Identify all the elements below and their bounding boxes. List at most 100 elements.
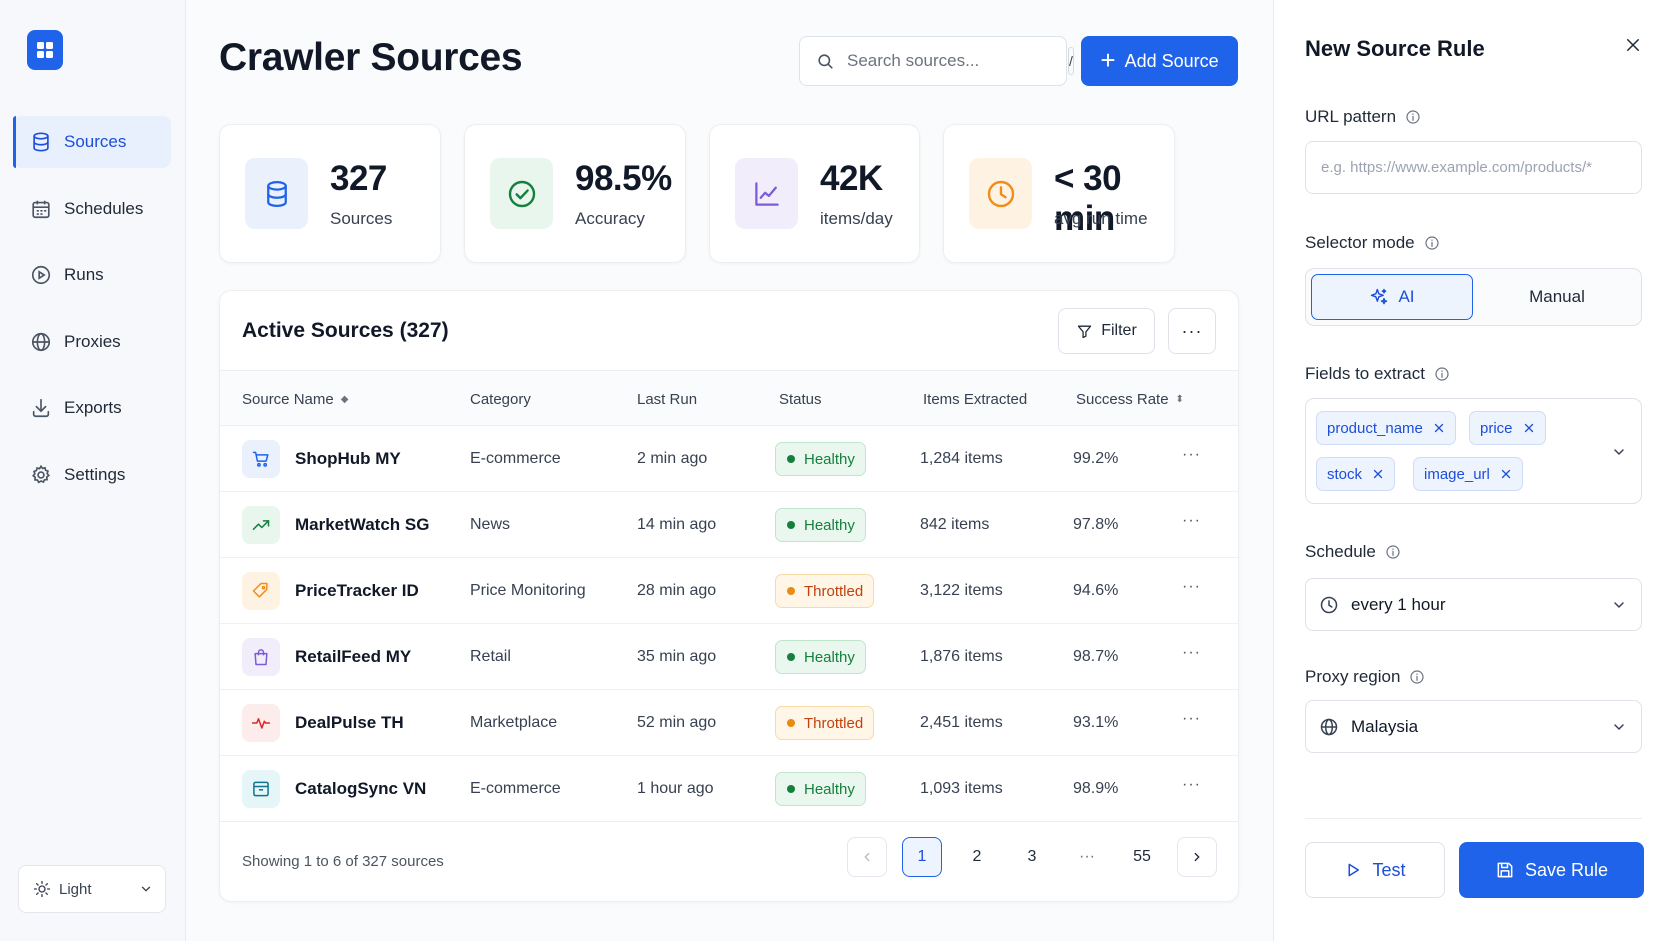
proxy-region-select[interactable]: Malaysia	[1305, 700, 1642, 753]
source-name[interactable]: MarketWatch SG	[295, 515, 430, 534]
test-button[interactable]: Test	[1305, 842, 1445, 898]
info-icon[interactable]	[1424, 235, 1440, 251]
info-icon[interactable]	[1409, 669, 1425, 685]
page-button-2[interactable]: 2	[972, 848, 982, 865]
status-badge: Throttled	[775, 706, 875, 740]
fields-to-extract-label: Fields to extract	[1305, 364, 1450, 384]
proxy-region-label: Proxy region	[1305, 667, 1425, 687]
sidebar-item-label: Runs	[64, 265, 104, 285]
source-last-run: 2 min ago	[637, 450, 708, 467]
source-name[interactable]: RetailFeed MY	[295, 647, 412, 666]
prev-page-button[interactable]	[847, 837, 887, 877]
table-row[interactable]: MarketWatch SG News 14 min ago Healthy 8…	[220, 492, 1238, 558]
close-icon	[1627, 39, 1639, 51]
table-row[interactable]: PriceTracker ID Price Monitoring 28 min …	[220, 558, 1238, 624]
sidebar-item-proxies[interactable]: Proxies	[13, 316, 171, 368]
source-name[interactable]: ShopHub MY	[295, 449, 401, 468]
search-box[interactable]: /	[799, 36, 1074, 86]
table-row[interactable]: ShopHub MY E-commerce 2 min ago Healthy …	[220, 426, 1238, 492]
stat-value: 327	[330, 159, 387, 198]
shopping-bag-icon	[242, 638, 280, 676]
source-name[interactable]: CatalogSync VN	[295, 779, 427, 798]
calendar-icon	[29, 197, 53, 221]
source-category: Retail	[470, 648, 511, 665]
row-menu-button[interactable]: ···	[1182, 644, 1201, 661]
source-category: E-commerce	[470, 450, 561, 467]
info-icon[interactable]	[1385, 544, 1401, 560]
row-menu-button[interactable]: ···	[1182, 578, 1201, 595]
sidebar-item-runs[interactable]: Runs	[13, 249, 171, 301]
chevron-down-icon	[139, 882, 153, 896]
status-dot	[787, 521, 795, 529]
info-icon[interactable]	[1405, 109, 1421, 125]
sidebar-item-label: Proxies	[64, 331, 121, 351]
archive-icon	[242, 770, 280, 808]
panel-title: New Source Rule	[1305, 36, 1485, 61]
remove-tag-icon[interactable]	[1523, 422, 1535, 434]
row-menu-button[interactable]: ···	[1182, 446, 1201, 463]
info-icon[interactable]	[1434, 366, 1450, 382]
test-label: Test	[1372, 859, 1406, 880]
source-name[interactable]: DealPulse TH	[295, 713, 404, 732]
more-options-button[interactable]: ···	[1168, 308, 1216, 354]
filter-button[interactable]: Filter	[1058, 308, 1155, 354]
source-last-run: 28 min ago	[637, 582, 717, 599]
tag-label: price	[1480, 419, 1513, 437]
source-name[interactable]: PriceTracker ID	[295, 581, 419, 600]
remove-tag-icon[interactable]	[1433, 422, 1445, 434]
column-header-last-run: Last Run	[637, 391, 698, 408]
option-label: Manual	[1529, 287, 1585, 306]
column-header-items-extracted: Items Extracted	[923, 391, 1028, 408]
sidebar-item-sources[interactable]: Sources	[13, 116, 171, 168]
status-badge: Healthy	[775, 508, 866, 542]
selector-mode-ai[interactable]: AI	[1311, 274, 1473, 320]
close-panel-button[interactable]	[1624, 36, 1646, 58]
fields-multiselect[interactable]: product_name price stock image_url	[1305, 398, 1642, 504]
search-input[interactable]	[847, 51, 1068, 71]
items-extracted: 3,122 items	[920, 582, 1003, 599]
row-menu-button[interactable]: ···	[1182, 512, 1201, 529]
database-icon	[29, 130, 53, 154]
row-menu-button[interactable]: ···	[1182, 776, 1201, 793]
source-last-run: 35 min ago	[637, 648, 717, 665]
success-rate: 99.2%	[1073, 450, 1119, 467]
items-extracted: 1,093 items	[920, 780, 1003, 797]
selector-mode-manual[interactable]: Manual	[1476, 274, 1638, 320]
play-icon	[1344, 861, 1362, 879]
table-row[interactable]: CatalogSync VN E-commerce 1 hour ago Hea…	[220, 756, 1238, 822]
table-row[interactable]: DealPulse TH Marketplace 52 min ago Thro…	[220, 690, 1238, 756]
trend-up-icon	[242, 506, 280, 544]
column-header-success-rate[interactable]: Success Rate ⬍	[1076, 391, 1184, 408]
page-ellipsis: ···	[1079, 848, 1095, 865]
field-tag: price	[1469, 411, 1546, 445]
sidebar-item-schedules[interactable]: Schedules	[13, 183, 171, 235]
stat-label: Sources	[330, 209, 393, 228]
remove-tag-icon[interactable]	[1500, 468, 1512, 480]
play-circle-icon	[29, 263, 53, 287]
sidebar-item-settings[interactable]: Settings	[13, 449, 171, 501]
field-label: URL pattern	[1305, 107, 1397, 126]
column-header-source-name[interactable]: Source Name ◆	[242, 391, 348, 408]
plus-icon: +	[1100, 44, 1116, 75]
app-logo[interactable]	[27, 30, 63, 70]
stat-card-items-per-day: 42K items/day	[709, 124, 920, 263]
filter-label: Filter	[1101, 322, 1137, 339]
theme-select[interactable]: Light	[18, 865, 166, 913]
success-rate: 94.6%	[1073, 582, 1119, 599]
globe-icon	[1319, 717, 1339, 737]
next-page-button[interactable]	[1177, 837, 1217, 877]
table-row[interactable]: RetailFeed MY Retail 35 min ago Healthy …	[220, 624, 1238, 690]
row-menu-button[interactable]: ···	[1182, 710, 1201, 727]
schedule-select[interactable]: every 1 hour	[1305, 578, 1642, 631]
filter-icon	[1076, 323, 1093, 340]
remove-tag-icon[interactable]	[1372, 468, 1384, 480]
save-rule-button[interactable]: Save Rule	[1459, 842, 1644, 898]
stat-label: avg run time	[1054, 209, 1148, 228]
page-button-3[interactable]: 3	[1027, 848, 1037, 865]
chevron-down-icon	[1611, 597, 1627, 613]
url-pattern-input[interactable]	[1305, 141, 1642, 194]
sidebar-item-exports[interactable]: Exports	[13, 382, 171, 434]
page-button-55[interactable]: 55	[1133, 848, 1151, 865]
add-source-button[interactable]: + Add Source	[1081, 36, 1238, 86]
page-button-1[interactable]: 1	[902, 837, 942, 877]
